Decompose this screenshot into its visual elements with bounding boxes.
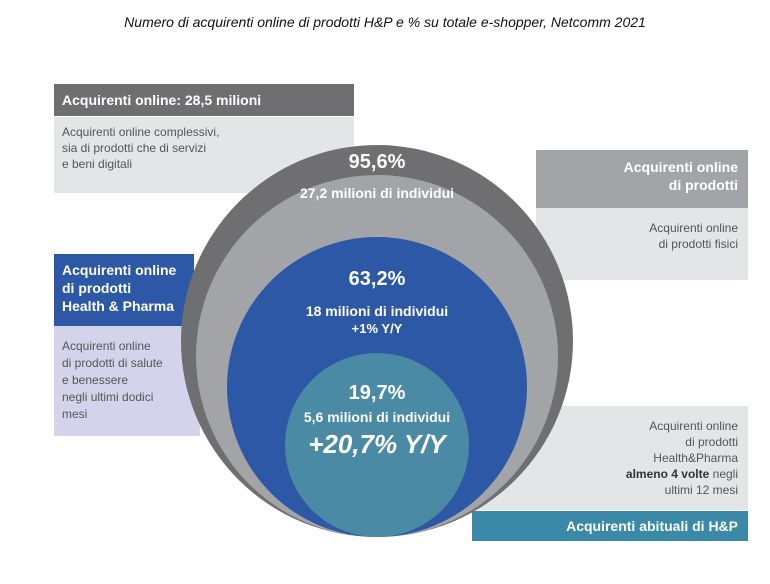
ring4-count: 5,6 milioni di individui xyxy=(303,409,451,425)
product-shoppers-header-line: di prodotti xyxy=(668,177,738,193)
hp-shoppers-desc-line: Acquirenti online xyxy=(62,339,151,353)
total-shoppers-header-text: Acquirenti online: 28,5 milioni xyxy=(62,92,262,108)
product-shoppers-desc-line: Acquirenti online xyxy=(649,221,738,235)
hp-shoppers-desc-line: di prodotti di salute xyxy=(62,356,163,370)
diagram-title: Numero di acquirenti online di prodotti … xyxy=(124,14,646,30)
hp-shoppers-header-line: Health & Pharma xyxy=(62,298,175,314)
habitual-shoppers-desc-line: Acquirenti online xyxy=(649,419,738,433)
habitual-shoppers-header: Acquirenti abituali di H&P xyxy=(472,511,748,541)
hp-shoppers-desc-line: mesi xyxy=(62,407,88,421)
total-shoppers-desc-line: sia di prodotti che di servizi xyxy=(62,141,207,155)
product-shoppers-header-line: Acquirenti online xyxy=(623,159,738,175)
hp-shoppers-header: Acquirenti online di prodotti Health & P… xyxy=(54,254,194,326)
product-shoppers-header: Acquirenti online di prodotti xyxy=(536,150,748,208)
ring2-count: 27,2 milioni di individui xyxy=(299,185,455,201)
habitual-shoppers-desc-line: Health&Pharma xyxy=(653,451,738,465)
hp-shoppers-desc-line: e benessere xyxy=(62,373,129,387)
ring2-percentage: 95,6% xyxy=(348,151,406,173)
habitual-shoppers-desc-line: ultimi 12 mesi xyxy=(664,483,738,497)
ring-habitual-shoppers xyxy=(285,353,469,537)
hp-shoppers-header-line: di prodotti xyxy=(62,280,132,296)
habitual-shoppers-desc-bold: almeno 4 volte xyxy=(625,467,710,481)
ring3-count: 18 milioni di individui xyxy=(305,303,449,319)
ring4-growth: +20,7% Y/Y xyxy=(308,429,446,459)
ring3-growth: +1% Y/Y xyxy=(351,321,403,336)
habitual-shoppers-header-text: Acquirenti abituali di H&P xyxy=(566,518,738,534)
ring4-percentage: 19,7% xyxy=(348,382,406,404)
hp-shoppers-header-line: Acquirenti online xyxy=(62,262,177,278)
habitual-shoppers-desc-after: negli xyxy=(712,467,738,481)
hp-shoppers-desc-line: negli ultimi dodici xyxy=(62,390,154,404)
total-shoppers-desc-line: Acquirenti online complessivi, xyxy=(62,125,220,139)
ring3-percentage: 63,2% xyxy=(348,268,406,290)
product-shoppers-description: Acquirenti online di prodotti fisici xyxy=(536,208,748,280)
hp-shoppers-description: Acquirenti online di prodotti di salute … xyxy=(54,326,200,436)
total-shoppers-desc-line: e beni digitali xyxy=(62,157,133,171)
total-shoppers-header: Acquirenti online: 28,5 milioni xyxy=(54,84,354,116)
product-shoppers-desc-line: di prodotti fisici xyxy=(658,237,738,251)
habitual-shoppers-desc-line: almeno 4 volte negli xyxy=(482,466,738,482)
habitual-shoppers-desc-line: di prodotti xyxy=(685,435,738,449)
